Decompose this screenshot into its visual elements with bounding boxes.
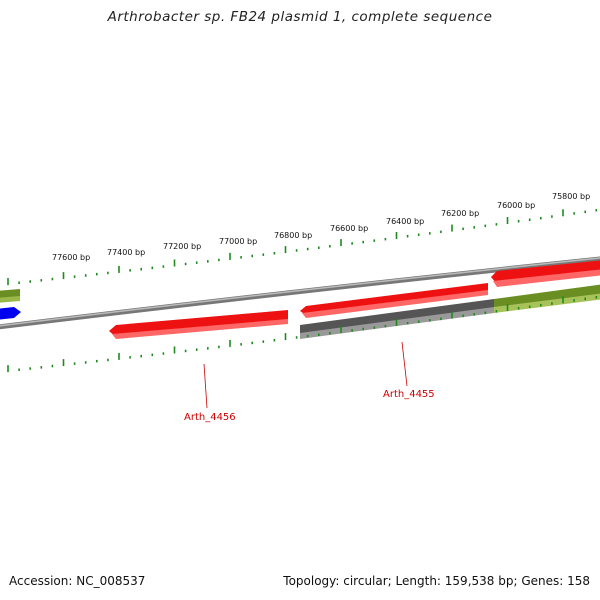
tick-label-76600: 76600 bp <box>330 224 368 233</box>
accession-text: Accession: NC_008537 <box>9 574 146 588</box>
cds-red-forward-2 <box>491 260 600 284</box>
leader-arth-4455 <box>401 341 408 387</box>
gene-label-arth-4455[interactable]: Arth_4455 <box>383 389 435 400</box>
gene-label-arth-4456[interactable]: Arth_4456 <box>184 412 236 423</box>
tick-label-77600: 77600 bp <box>52 253 90 262</box>
tick-label-75800: 75800 bp <box>552 192 590 201</box>
tick-label-76400: 76400 bp <box>386 217 424 226</box>
cds-red-forward-1 <box>300 283 488 315</box>
tick-label-76800: 76800 bp <box>274 231 312 240</box>
tick-label-77000: 77000 bp <box>219 237 257 246</box>
leader-arth-4456 <box>203 363 208 409</box>
map-title: Arthrobacter sp. FB24 plasmid 1, complet… <box>107 9 493 25</box>
tick-label-76000: 76000 bp <box>497 201 535 210</box>
topology-text: Topology: circular; Length: 159,538 bp; … <box>283 574 590 588</box>
gene-arth-4456-shade <box>112 319 288 339</box>
gene-arth-4456[interactable] <box>109 310 288 337</box>
cds-red-forward-2-shade <box>493 269 600 287</box>
cds-olive-left-shade <box>0 296 20 303</box>
inner-tick-ruler <box>7 296 598 373</box>
backbone-highlight <box>0 257 600 327</box>
tick-label-76200: 76200 bp <box>441 209 479 218</box>
backbone <box>0 256 600 330</box>
tick-label-77200: 77200 bp <box>163 242 201 251</box>
cds-olive-right-shade <box>494 293 600 313</box>
tick-label-77400: 77400 bp <box>107 248 145 257</box>
cds-blue-left <box>0 307 21 320</box>
outer-tick-ruler <box>7 209 598 286</box>
cds-red-forward-1-shade <box>302 290 488 318</box>
tick-labels: 77600 bp 77400 bp 77200 bp 77000 bp 7680… <box>52 192 590 262</box>
